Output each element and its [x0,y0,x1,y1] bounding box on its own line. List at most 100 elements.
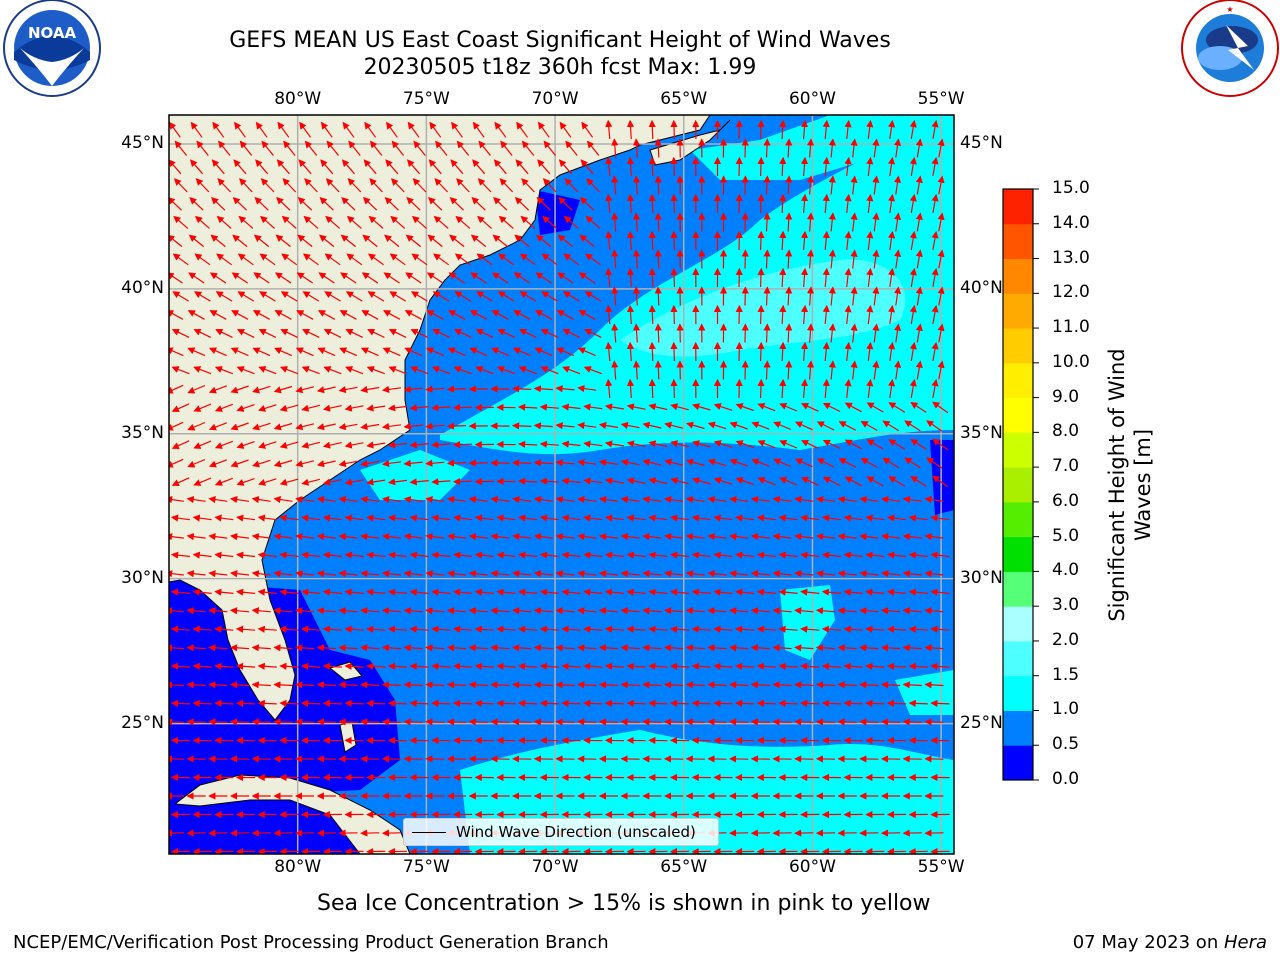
wave-direction-arrow [322,699,342,707]
wave-direction-arrow [685,718,705,726]
wave-direction-arrow [212,121,225,138]
wave-direction-arrow [172,291,190,302]
wave-direction-arrow [543,140,556,156]
wave-direction-arrow [707,533,727,541]
wave-direction-arrow [366,588,386,596]
wave-direction-arrow [664,496,684,504]
wave-field-0-0p5-east-edge [930,440,954,515]
wave-direction-arrow [893,138,902,158]
wave-direction-arrow [500,140,513,156]
wave-direction-arrow [193,403,212,412]
wave-direction-arrow [757,267,765,288]
wave-direction-arrow [301,441,321,449]
wave-direction-arrow [556,310,574,320]
wave-direction-arrow [561,625,581,633]
nws-logo: ★ [1181,0,1279,97]
wave-direction-arrow [859,496,879,504]
wave-direction-arrow [872,323,880,343]
wave-field-1p0-1p5-northeast [690,115,954,180]
wave-direction-arrow [555,718,575,726]
wave-direction-arrow [815,533,835,541]
wave-direction-arrow [387,588,408,596]
wave-direction-arrow [259,253,276,266]
wave-direction-arrow [598,607,619,615]
wave-direction-arrow [498,253,515,266]
wave-direction-arrow [886,588,907,596]
wave-direction-arrow [323,366,342,375]
wave-direction-arrow [195,178,210,193]
wave-direction-arrow [887,230,896,250]
wave-direction-arrow [578,310,596,320]
wave-direction-arrow [828,212,836,232]
wave-direction-arrow [937,360,945,380]
wave-direction-arrow [779,440,798,449]
wave-direction-arrow [295,423,315,431]
wave-direction-arrow [838,421,856,431]
wave-direction-arrow [537,159,551,175]
wave-direction-arrow [208,459,228,468]
wave-direction-arrow [580,159,594,175]
wave-direction-arrow [902,496,922,504]
wave-direction-arrow [446,385,467,393]
wave-direction-arrow [235,625,256,633]
wave-direction-arrow [477,178,492,193]
wave-direction-arrow [605,193,613,214]
wave-direction-arrow [513,310,531,320]
wave-direction-arrow [425,570,445,578]
wave-direction-arrow [887,304,896,324]
wave-direction-arrow [561,514,581,522]
wave-direction-arrow [384,196,399,211]
wave-direction-arrow [367,328,385,338]
wave-direction-arrow [806,175,815,195]
wave-direction-arrow [533,385,553,393]
wave-direction-arrow [626,267,635,288]
colorbar-segment [1003,675,1033,711]
wave-direction-arrow [915,360,923,380]
wave-direction-arrow [735,403,754,412]
wave-direction-arrow [192,588,212,596]
wave-direction-arrow [519,253,536,266]
wave-direction-arrow [534,347,553,357]
wave-direction-arrow [888,402,906,413]
legend-line-sample [412,831,446,833]
colorbar-segment [1003,501,1033,538]
wave-direction-arrow [691,551,711,559]
wave-direction-arrow [692,477,711,485]
wave-direction-arrow [279,441,299,449]
wave-direction-arrow [295,718,315,726]
wave-direction-arrow [828,175,836,195]
wave-direction-arrow [931,378,939,399]
wave-direction-arrow [474,514,494,522]
wave-direction-arrow [937,286,945,306]
wave-direction-arrow [578,272,596,284]
wave-direction-arrow [281,215,297,229]
colorbar-tick-label: 7.0 [1052,456,1080,477]
wave-direction-arrow [409,699,429,707]
wave-direction-arrow [843,551,863,559]
wave-direction-arrow [253,234,270,248]
wave-direction-arrow [381,459,401,467]
wave-direction-arrow [403,459,423,467]
svg-text:★: ★ [1226,5,1233,14]
wave-direction-arrow [583,551,603,559]
wave-direction-arrow [192,699,212,707]
wave-direction-arrow [186,533,206,541]
wave-direction-arrow [390,178,405,193]
wave-direction-arrow [322,588,342,596]
wave-direction-arrow [581,121,594,138]
wave-direction-arrow [887,378,896,398]
wave-direction-arrow [381,385,401,393]
wave-direction-arrow [425,422,445,430]
wave-direction-arrow [821,625,842,633]
wave-direction-arrow [778,699,798,707]
wave-direction-arrow [258,478,277,486]
wave-direction-arrow [735,477,754,486]
wave-direction-arrow [514,234,530,248]
wave-direction-arrow [932,475,949,488]
wave-direction-arrow [170,699,191,707]
wave-direction-arrow [816,458,835,468]
wave-direction-arrow [729,496,749,504]
wave-direction-arrow [169,121,181,138]
wave-direction-arrow [492,272,509,284]
wave-direction-arrow [452,404,473,412]
